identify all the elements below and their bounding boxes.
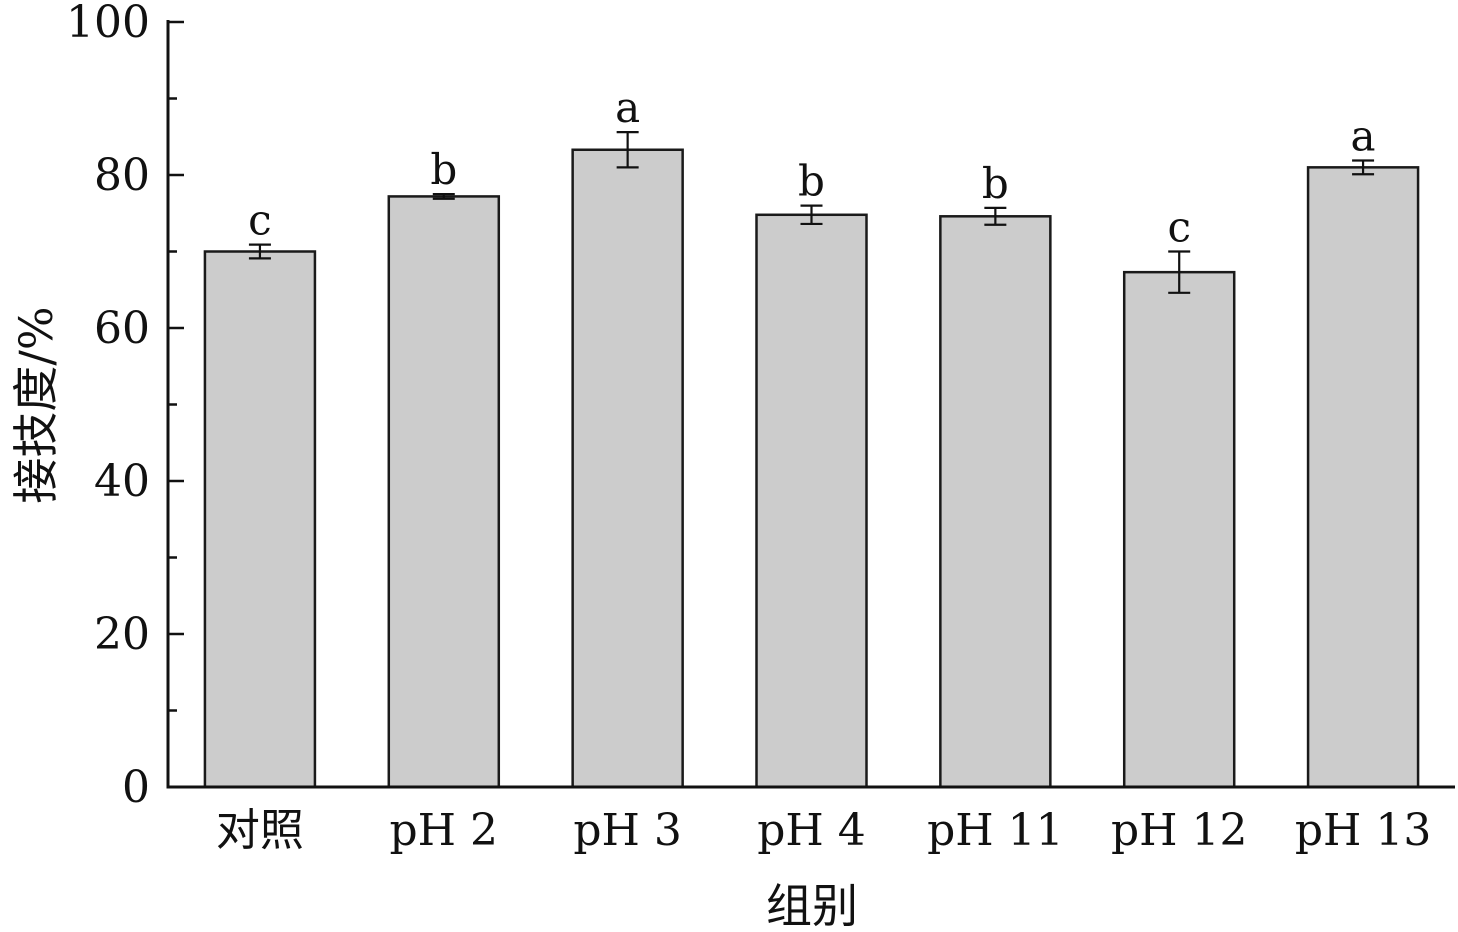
x-tick-label: pH 13 (1295, 805, 1432, 856)
error-bar-4 (800, 204, 823, 226)
x-tick-label: 对照 (216, 805, 304, 856)
significance-label: c (248, 196, 272, 245)
bar-4 (755, 213, 868, 789)
y-axis-title: 接技度/% (9, 306, 63, 503)
bar-5 (939, 215, 1052, 789)
error-bar-6 (1168, 250, 1191, 294)
significance-label: b (982, 159, 1009, 208)
significance-label: b (430, 145, 457, 194)
bar-6 (1122, 270, 1236, 789)
y-tick-label: 60 (94, 303, 150, 354)
bar-1 (203, 250, 317, 789)
y-tick-label: 100 (66, 0, 150, 48)
x-tick-label: pH 3 (573, 805, 682, 856)
x-tick-label: pH 4 (757, 805, 866, 856)
significance-label: b (798, 157, 825, 206)
labels-layer: c 对照 b pH 2 a pH 3 b pH 4 b pH 11 c pH 12 a pH 13 0 20 4… (66, 0, 1431, 856)
x-axis-title: 组别 (766, 879, 858, 932)
bar-2 (387, 195, 501, 789)
x-tick-label: pH 11 (927, 805, 1064, 856)
significance-label: a (1351, 111, 1376, 160)
y-tick-label: 40 (94, 456, 150, 507)
bar-7 (1306, 166, 1420, 789)
error-bar-5 (984, 206, 1007, 226)
x-tick-label: pH 2 (390, 805, 499, 856)
significance-label: c (1167, 203, 1191, 252)
error-bar-7 (1352, 159, 1375, 176)
significance-label: a (615, 83, 640, 132)
x-tick-label: pH 12 (1111, 805, 1248, 856)
bar-3 (571, 148, 684, 789)
error-bar-3 (616, 131, 639, 169)
y-tick-label: 80 (94, 150, 150, 201)
bars-layer (203, 131, 1420, 789)
error-bar-2 (432, 193, 455, 200)
y-tick-label: 0 (122, 762, 150, 813)
axes-layer (166, 20, 1455, 789)
y-tick-label: 20 (94, 609, 150, 660)
error-bar-1 (248, 243, 271, 260)
